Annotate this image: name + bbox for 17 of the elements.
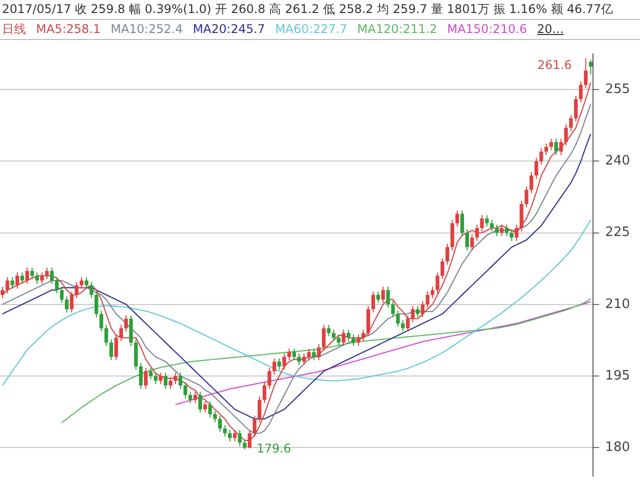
text: MA120:211.2 bbox=[357, 21, 438, 38]
y-tick-label: 180 bbox=[605, 440, 630, 455]
y-tick-label: 225 bbox=[605, 225, 630, 240]
text: 20... bbox=[537, 21, 564, 38]
y-tick-label: 210 bbox=[605, 296, 630, 312]
chart-subtitle: 日线 bbox=[2, 21, 26, 38]
annotation: 261.6 bbox=[537, 58, 572, 72]
y-tick-label: 195 bbox=[605, 368, 630, 384]
text: MA10:252.4 bbox=[110, 21, 183, 38]
text: MA5:258.1 bbox=[36, 21, 101, 38]
chart-title: 2017/05/17 收 259.8 幅 0.39%(1.0) 开 260.8 高 261.2 低 258.2 均 259.7 量 1801万 振 1.16% 额 46.77亿 bbox=[0, 0, 640, 20]
text: MA60:227.7 bbox=[275, 21, 348, 38]
annotation: 179.6 bbox=[256, 442, 292, 456]
y-tick-label: 255 bbox=[605, 82, 630, 97]
text: MA150:210.6 bbox=[447, 21, 528, 38]
y-tick-label: 240 bbox=[605, 154, 630, 169]
text: MA20:245.7 bbox=[192, 21, 266, 38]
